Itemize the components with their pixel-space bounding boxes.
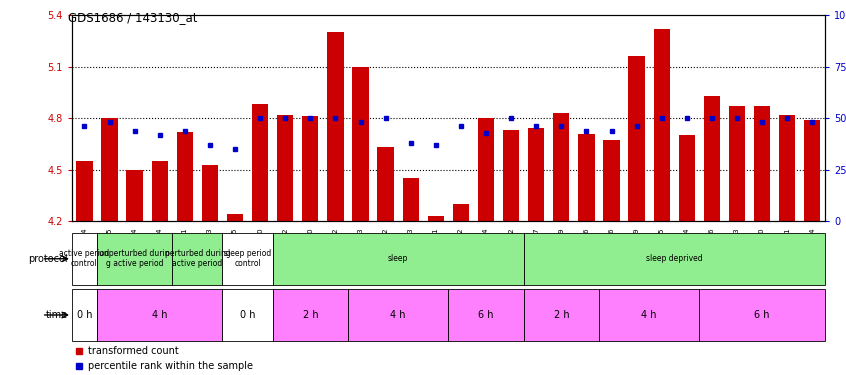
Text: time: time xyxy=(46,310,68,320)
Bar xyxy=(377,147,393,221)
Bar xyxy=(805,120,821,221)
Text: 0 h: 0 h xyxy=(240,310,255,320)
Text: unperturbed durin
g active period: unperturbed durin g active period xyxy=(99,249,170,268)
Bar xyxy=(779,115,795,221)
Bar xyxy=(528,129,544,221)
Bar xyxy=(272,289,348,341)
Bar xyxy=(524,289,599,341)
Bar xyxy=(629,56,645,221)
Bar xyxy=(403,178,419,221)
Bar xyxy=(72,232,97,285)
Text: sleep: sleep xyxy=(388,254,409,263)
Text: 4 h: 4 h xyxy=(152,310,168,320)
Text: sleep period
control: sleep period control xyxy=(224,249,272,268)
Bar xyxy=(173,232,222,285)
Bar xyxy=(448,289,524,341)
Bar xyxy=(277,115,294,221)
Text: 6 h: 6 h xyxy=(478,310,494,320)
Bar xyxy=(202,165,218,221)
Bar xyxy=(754,106,770,221)
Text: 2 h: 2 h xyxy=(553,310,569,320)
Bar xyxy=(97,289,222,341)
Text: protocol: protocol xyxy=(28,254,68,264)
Bar xyxy=(222,289,272,341)
Bar xyxy=(524,232,825,285)
Bar xyxy=(579,134,595,221)
Bar xyxy=(729,106,745,221)
Text: GDS1686 / 143130_at: GDS1686 / 143130_at xyxy=(68,11,197,24)
Text: 2 h: 2 h xyxy=(303,310,318,320)
Bar xyxy=(553,113,569,221)
Bar xyxy=(272,232,524,285)
Text: 4 h: 4 h xyxy=(641,310,656,320)
Bar xyxy=(222,232,272,285)
Text: 4 h: 4 h xyxy=(391,310,406,320)
Bar xyxy=(704,96,720,221)
Bar xyxy=(97,232,173,285)
Bar xyxy=(151,161,168,221)
Bar xyxy=(428,216,444,221)
Bar xyxy=(700,289,825,341)
Text: transformed count: transformed count xyxy=(89,346,179,356)
Bar xyxy=(127,170,143,221)
Text: perturbed during
active period: perturbed during active period xyxy=(164,249,230,268)
Text: 6 h: 6 h xyxy=(755,310,770,320)
Text: active period
control: active period control xyxy=(59,249,110,268)
Bar xyxy=(478,118,494,221)
Bar xyxy=(227,214,243,221)
Bar xyxy=(102,118,118,221)
Text: 0 h: 0 h xyxy=(77,310,92,320)
Bar xyxy=(353,67,369,221)
Bar xyxy=(654,29,670,221)
Bar xyxy=(348,289,448,341)
Bar xyxy=(302,116,318,221)
Text: percentile rank within the sample: percentile rank within the sample xyxy=(89,360,254,370)
Bar xyxy=(327,32,343,221)
Bar xyxy=(177,132,193,221)
Bar xyxy=(72,289,97,341)
Bar xyxy=(603,141,619,221)
Bar xyxy=(599,289,700,341)
Bar xyxy=(76,161,92,221)
Bar xyxy=(678,135,695,221)
Bar xyxy=(453,204,469,221)
Text: sleep deprived: sleep deprived xyxy=(646,254,702,263)
Bar xyxy=(252,104,268,221)
Bar xyxy=(503,130,519,221)
